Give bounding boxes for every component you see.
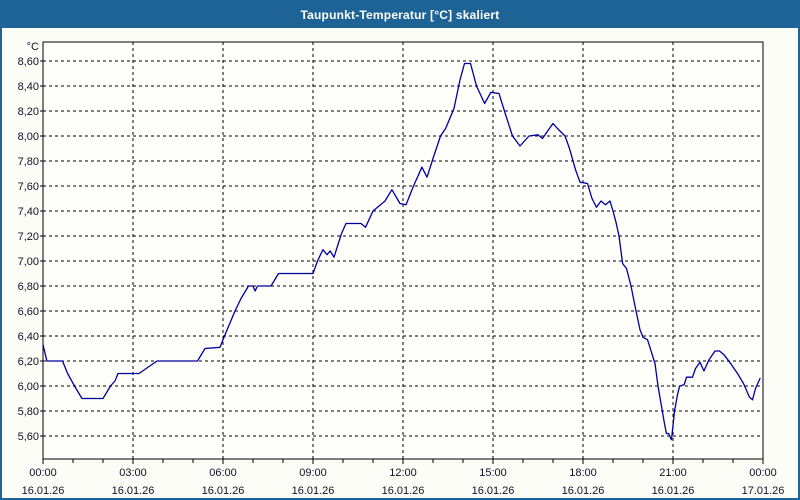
- y-tick-label: 6,00: [18, 381, 39, 393]
- x-tick-date-label: 16.01.26: [652, 485, 695, 497]
- y-tick-label: 6,40: [18, 331, 39, 343]
- series-line-taupunkt-temperatur: [42, 62, 761, 441]
- y-tick-label: 7,00: [18, 256, 39, 268]
- y-tick-label: 7,80: [18, 156, 39, 168]
- y-tick-label: 7,20: [18, 231, 39, 243]
- y-axis-unit-label: °C: [27, 41, 39, 53]
- y-tick-label: 7,60: [18, 181, 39, 193]
- x-tick-date-label: 16.01.26: [472, 485, 515, 497]
- y-tick-label: 7,40: [18, 206, 39, 218]
- y-tick-label: 8,40: [18, 81, 39, 93]
- x-tick-time-label: 18:00: [569, 467, 597, 479]
- x-tick-date-label: 16.01.26: [292, 485, 335, 497]
- y-tick-label: 8,20: [18, 106, 39, 118]
- x-tick-time-label: 21:00: [659, 467, 687, 479]
- window-titlebar: Taupunkt-Temperatur [°C] skaliert: [2, 2, 798, 28]
- x-tick-time-label: 12:00: [389, 467, 417, 479]
- x-tick-date-label: 16.01.26: [22, 485, 65, 497]
- x-tick-date-label: 16.01.26: [202, 485, 245, 497]
- x-tick-time-label: 09:00: [299, 467, 327, 479]
- window-title: Taupunkt-Temperatur [°C] skaliert: [300, 8, 500, 22]
- y-tick-label: 6,20: [18, 356, 39, 368]
- x-tick-date-label: 17.01.26: [742, 485, 785, 497]
- y-tick-label: 6,60: [18, 306, 39, 318]
- x-tick-date-label: 16.01.26: [562, 485, 605, 497]
- y-tick-label: 5,80: [18, 406, 39, 418]
- y-tick-label: 8,00: [18, 131, 39, 143]
- y-tick-label: 8,60: [18, 56, 39, 68]
- x-tick-date-label: 16.01.26: [382, 485, 425, 497]
- x-tick-time-label: 15:00: [479, 467, 507, 479]
- y-tick-label: 5,60: [18, 431, 39, 443]
- x-tick-time-label: 03:00: [119, 467, 147, 479]
- x-tick-time-label: 06:00: [209, 467, 237, 479]
- x-tick-date-label: 16.01.26: [112, 485, 155, 497]
- x-tick-time-label: 00:00: [29, 467, 57, 479]
- y-tick-label: 6,80: [18, 281, 39, 293]
- x-tick-time-label: 00:00: [749, 467, 777, 479]
